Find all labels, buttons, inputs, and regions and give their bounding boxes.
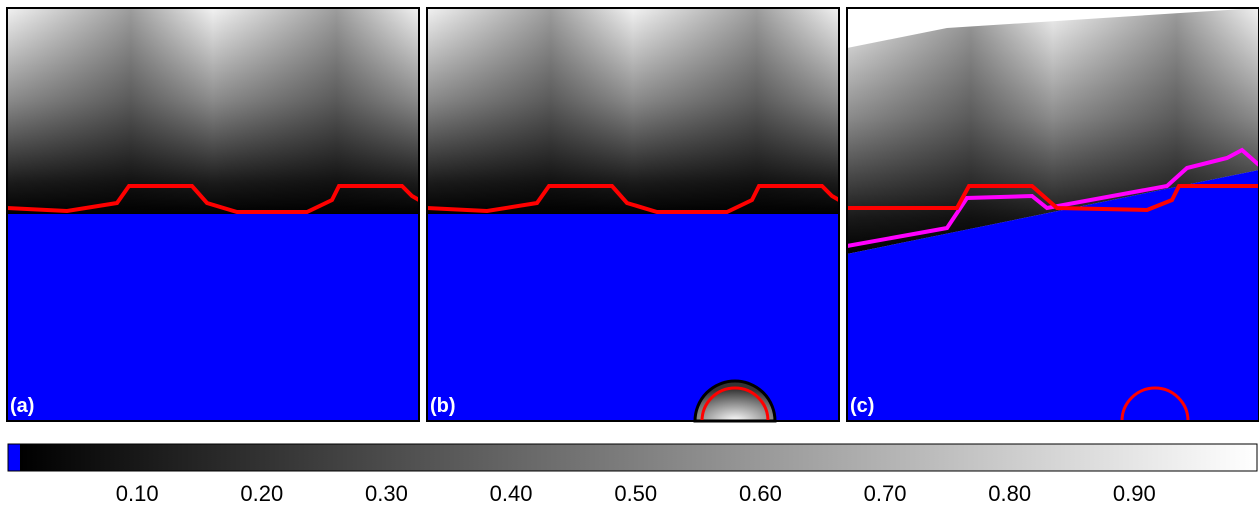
tick-label: 0.70 <box>864 481 907 506</box>
panel: (b) <box>426 7 840 423</box>
panel-label: (c) <box>850 395 874 417</box>
panel: (c) <box>846 7 1259 422</box>
panel-label: (b) <box>430 395 456 417</box>
panel-label: (a) <box>10 395 34 417</box>
tick-label: 0.60 <box>739 481 782 506</box>
tick-label: 0.50 <box>614 481 657 506</box>
tick-label: 0.20 <box>240 481 283 506</box>
tick-label: 0.40 <box>490 481 533 506</box>
tick-label: 0.80 <box>988 481 1031 506</box>
tick-label: 0.90 <box>1113 481 1156 506</box>
colorbar <box>7 443 1258 472</box>
panel: (a) <box>6 7 420 422</box>
tick-label: 0.10 <box>116 481 159 506</box>
tick-label: 0.30 <box>365 481 408 506</box>
